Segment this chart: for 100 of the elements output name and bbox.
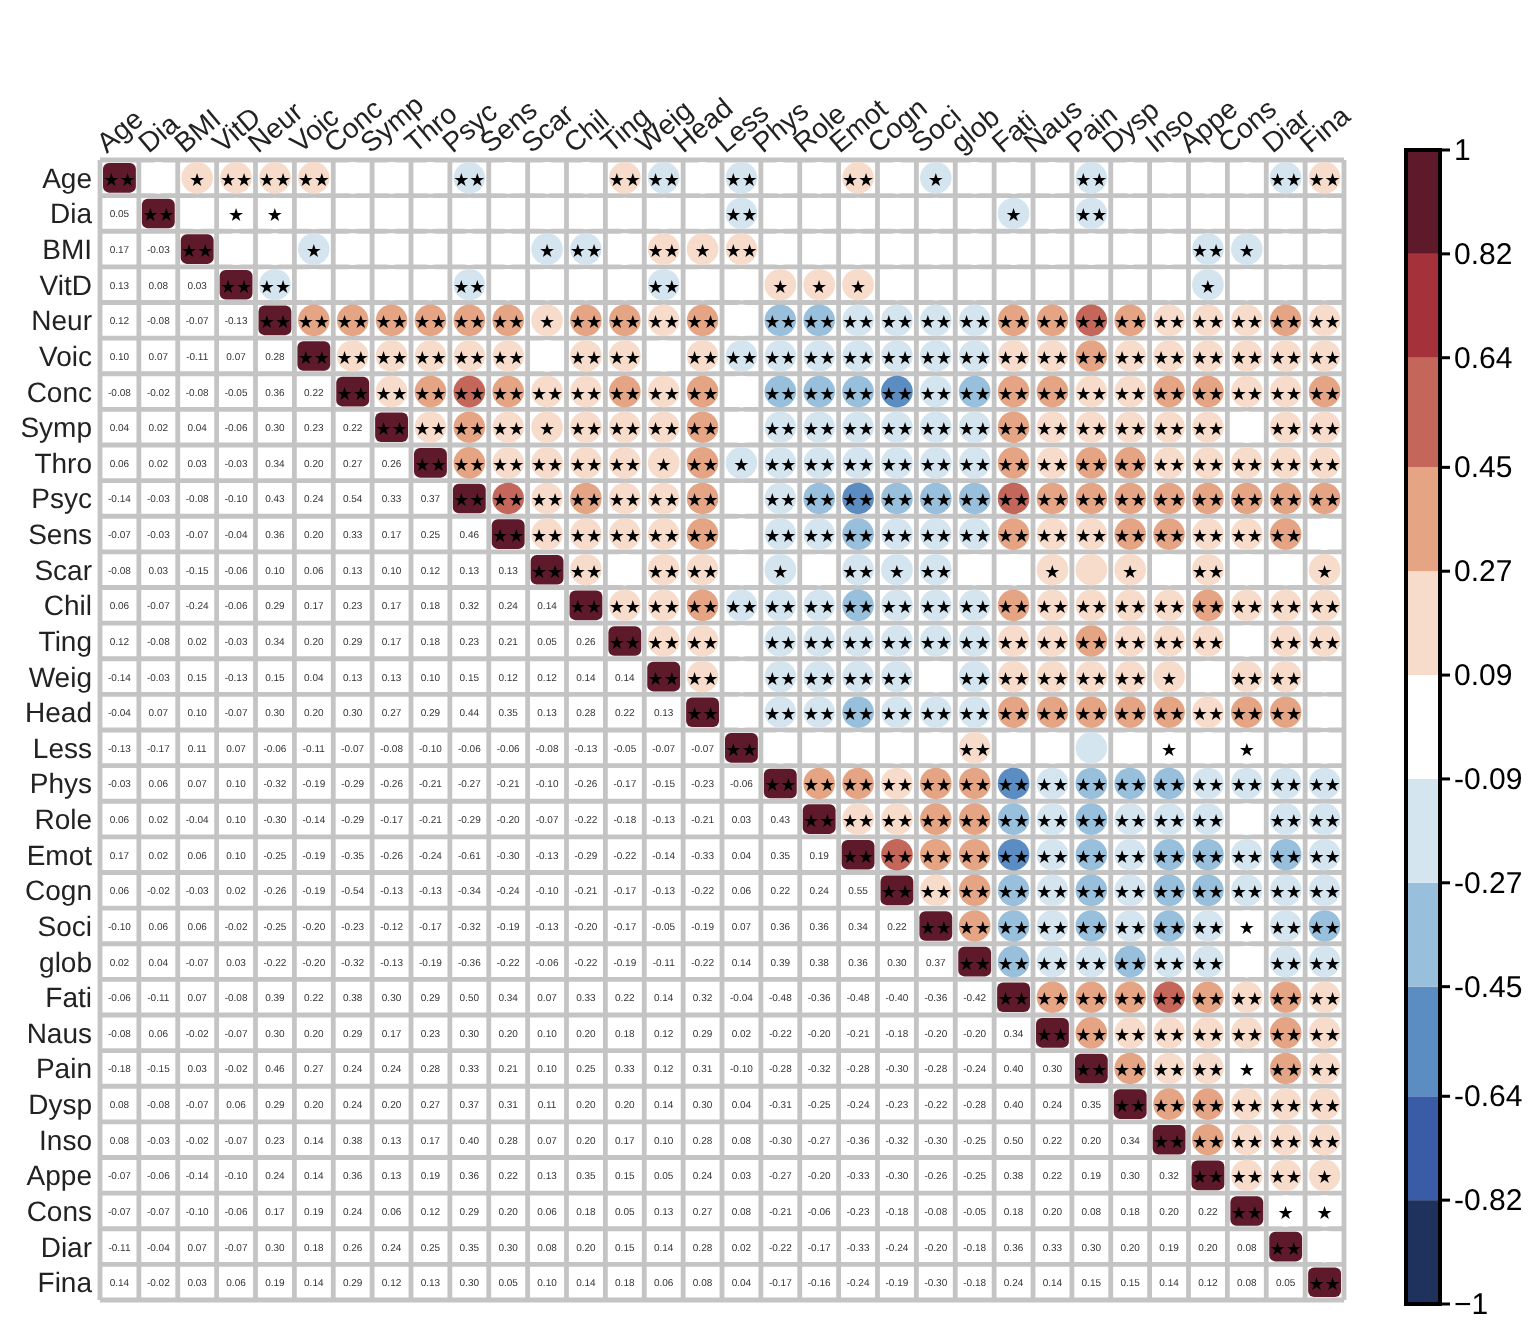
data-label: ★★ xyxy=(841,634,875,655)
data-label: ★★ xyxy=(958,919,991,940)
data-label: ★★ xyxy=(1308,991,1341,1012)
data-label: ★★ xyxy=(958,492,991,513)
data-label: ★★ xyxy=(958,385,991,406)
data-label: ★★ xyxy=(453,171,486,192)
data-label: ★★ xyxy=(1269,634,1302,655)
data-label: ★★ xyxy=(841,421,875,442)
data-label: ★ xyxy=(1160,741,1178,762)
data-label: ★★ xyxy=(764,599,797,620)
data-label: ★★ xyxy=(1308,884,1341,905)
data-label: ★★ xyxy=(1036,492,1069,513)
data-label: ★ xyxy=(1160,670,1178,691)
data-label: ★★ xyxy=(880,528,914,549)
data-label: ★★ xyxy=(764,349,797,370)
data-label: ★★ xyxy=(880,848,914,869)
data-label: ★ xyxy=(189,171,206,192)
data-label: ★★ xyxy=(1114,492,1147,513)
data-label: ★ xyxy=(1238,243,1255,264)
data-label: ★★ xyxy=(608,528,641,549)
data-label: ★★ xyxy=(686,456,719,477)
data-label: ★★ xyxy=(1036,884,1069,905)
y-tick-label: Appe xyxy=(26,1159,93,1192)
data-label: ★★ xyxy=(919,492,952,513)
data-label: ★★ xyxy=(958,848,991,869)
data-label: ★★ xyxy=(1036,599,1069,620)
data-label: ★★ xyxy=(1191,314,1225,335)
data-label: ★ xyxy=(849,278,867,299)
data-label: ★★ xyxy=(764,385,797,406)
data-label: ★★ xyxy=(764,456,797,477)
data-label: ★★ xyxy=(647,421,680,442)
data-label: ★★ xyxy=(1152,777,1186,798)
data-label: ★★ xyxy=(1308,385,1341,406)
data-label: ★★ xyxy=(997,706,1030,727)
data-label: ★ xyxy=(888,563,906,584)
y-tick-label: Voic xyxy=(39,339,92,372)
data-label: ★★ xyxy=(1152,1133,1186,1154)
data-label: ★★ xyxy=(880,314,914,335)
data-label: ★★ xyxy=(686,421,719,442)
data-label: ★★ xyxy=(880,385,914,406)
data-label: ★★ xyxy=(1230,1169,1263,1190)
data-label: ★★ xyxy=(1036,670,1069,691)
y-tick-label: Chil xyxy=(43,589,92,622)
data-label: ★★ xyxy=(1036,706,1069,727)
data-label: ★ xyxy=(266,207,284,228)
data-label: ★★ xyxy=(958,528,991,549)
data-label: ★★ xyxy=(1152,528,1186,549)
color-bar-label: −1 xyxy=(1454,1288,1489,1322)
data-label: ★★ xyxy=(919,813,952,834)
color-bar-label: 1 xyxy=(1454,134,1471,168)
data-label: ★★ xyxy=(1191,349,1225,370)
data-label: ★★ xyxy=(1269,349,1302,370)
data-label: ★★ xyxy=(958,884,991,905)
data-label: ★★ xyxy=(1230,1204,1263,1225)
data-label: ★★ xyxy=(919,456,952,477)
data-label: ★★ xyxy=(841,848,875,869)
data-label: ★★ xyxy=(1075,634,1108,655)
data-label: ★★ xyxy=(1269,1026,1302,1047)
data-label: ★ xyxy=(733,456,750,477)
data-label: ★★ xyxy=(841,314,875,335)
data-label: ★★ xyxy=(841,599,875,620)
data-label: ★★ xyxy=(1152,492,1186,513)
data-label: ★★ xyxy=(1230,349,1263,370)
data-label: ★★ xyxy=(919,777,952,798)
data-label: ★★ xyxy=(1191,1062,1225,1083)
data-label: ★★ xyxy=(1308,1098,1341,1119)
data-label: ★★ xyxy=(1269,1062,1302,1083)
data-label: ★★ xyxy=(997,314,1030,335)
data-label: ★★ xyxy=(1075,492,1108,513)
data-label: ★★ xyxy=(569,456,603,477)
data-label: ★★ xyxy=(880,599,914,620)
data-label: ★★ xyxy=(219,278,253,299)
data-label: ★★ xyxy=(725,207,758,228)
data-label: ★★ xyxy=(530,492,564,513)
data-label: ★★ xyxy=(1191,919,1225,940)
data-label: ★★ xyxy=(1191,991,1225,1012)
y-tick-label: glob xyxy=(39,945,93,978)
data-label: ★★ xyxy=(569,385,603,406)
data-label: ★★ xyxy=(569,599,603,620)
data-label: ★★ xyxy=(1269,670,1302,691)
data-label: ★★ xyxy=(1308,1276,1341,1297)
data-label: ★ xyxy=(538,243,556,264)
data-label: ★★ xyxy=(764,670,797,691)
data-label: ★★ xyxy=(880,634,914,655)
data-label: ★★ xyxy=(1191,492,1225,513)
data-label: ★★ xyxy=(1075,955,1108,976)
y-tick-label: Psyc xyxy=(31,482,92,515)
data-label: ★★ xyxy=(492,421,525,442)
data-label: ★★ xyxy=(1230,848,1263,869)
data-label: ★★ xyxy=(414,456,447,477)
data-label: ★★ xyxy=(608,349,641,370)
data-label: ★★ xyxy=(336,385,369,406)
data-label: ★★ xyxy=(1308,456,1341,477)
y-tick-label: Inso xyxy=(39,1123,93,1156)
data-label: ★★ xyxy=(958,634,991,655)
data-label: ★★ xyxy=(997,421,1030,442)
data-label: ★ xyxy=(1238,741,1255,762)
data-label: ★★ xyxy=(1114,706,1147,727)
color-bar-label: 0.27 xyxy=(1454,555,1513,590)
data-label: ★★ xyxy=(647,243,680,264)
